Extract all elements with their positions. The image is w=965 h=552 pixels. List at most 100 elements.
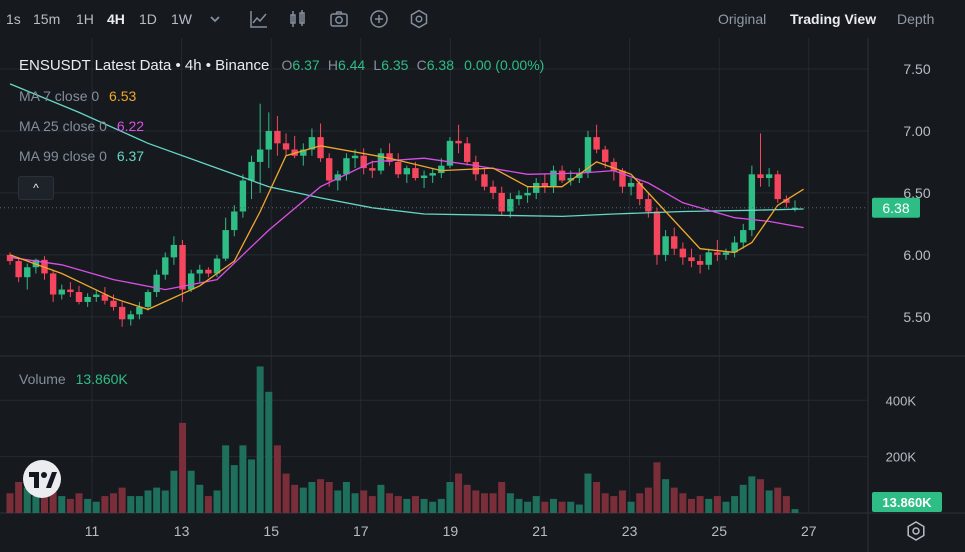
candle-body bbox=[170, 244, 178, 258]
volume-bar bbox=[6, 493, 14, 513]
candle-body bbox=[671, 236, 678, 249]
volume-bar bbox=[239, 445, 247, 513]
volume-bar bbox=[308, 482, 316, 513]
settings-icon[interactable] bbox=[905, 520, 927, 542]
volume-bar bbox=[748, 476, 756, 513]
time-tick-label: 11 bbox=[85, 523, 100, 539]
timeframe-1s[interactable]: 1s bbox=[6, 11, 21, 27]
candle-body bbox=[481, 174, 488, 187]
collapse-legend-button[interactable]: ^ bbox=[18, 176, 54, 200]
candle-body bbox=[49, 273, 57, 295]
volume-bar bbox=[567, 501, 575, 513]
time-tick-label: 19 bbox=[443, 523, 459, 539]
chart-legend: ENSUSDT Latest Data • 4h • Binance O6.37… bbox=[19, 57, 545, 74]
candle-body bbox=[6, 254, 14, 262]
candle-body bbox=[308, 137, 316, 150]
volume-bar bbox=[696, 496, 704, 513]
volume-bar bbox=[601, 493, 609, 513]
volume-bar bbox=[222, 445, 230, 513]
view-depth[interactable]: Depth bbox=[897, 11, 935, 27]
candle-body bbox=[67, 289, 74, 293]
candle-body bbox=[118, 306, 126, 320]
candle-body bbox=[567, 178, 574, 181]
volume-bar bbox=[265, 391, 273, 513]
candle-body bbox=[472, 161, 480, 175]
volume-bar bbox=[144, 490, 152, 513]
chevron-down-icon[interactable] bbox=[205, 9, 225, 29]
timeframe-15m[interactable]: 15m bbox=[33, 11, 61, 27]
candle-body bbox=[394, 161, 402, 175]
volume-bar bbox=[593, 482, 601, 513]
volume-bar bbox=[515, 498, 523, 513]
timeframe-1d[interactable]: 1D bbox=[139, 11, 157, 27]
candle-body bbox=[455, 140, 462, 144]
candle-body bbox=[162, 257, 169, 275]
timeframe-4h[interactable]: 4H bbox=[107, 11, 125, 27]
volume-bar bbox=[204, 496, 212, 513]
volume-bar bbox=[334, 490, 342, 513]
candle-body bbox=[93, 294, 100, 297]
volume-bar bbox=[41, 493, 49, 513]
volume-bar bbox=[756, 479, 764, 513]
candle-body bbox=[438, 165, 445, 174]
candle-body bbox=[325, 158, 333, 181]
last-price-tag bbox=[872, 197, 920, 218]
volume-bar bbox=[325, 482, 333, 513]
volume-bar bbox=[722, 501, 730, 513]
volume-bar bbox=[170, 470, 178, 513]
volume-bar bbox=[653, 462, 661, 513]
volume-bar bbox=[429, 501, 437, 513]
price-tick-label: 5.50 bbox=[903, 309, 930, 325]
candle-body bbox=[187, 273, 195, 290]
view-original[interactable]: Original bbox=[718, 11, 767, 27]
time-tick-label: 27 bbox=[801, 523, 817, 539]
ma25-legend: MA 25 close 0 6.22 bbox=[19, 118, 145, 134]
volume-bar bbox=[627, 501, 635, 513]
add-icon[interactable] bbox=[369, 9, 389, 29]
candle-body bbox=[446, 140, 454, 166]
volume-tick-label: 400K bbox=[886, 393, 917, 408]
candle-body bbox=[282, 143, 290, 150]
candle-body bbox=[740, 230, 747, 243]
volume-bar bbox=[213, 490, 221, 513]
candle-body bbox=[213, 258, 221, 274]
camera-icon[interactable] bbox=[329, 9, 349, 29]
indicators-icon[interactable] bbox=[288, 9, 308, 29]
chart-settings-icon[interactable] bbox=[409, 9, 429, 29]
last-price-label: 6.38 bbox=[882, 200, 909, 216]
candle-body bbox=[136, 306, 143, 315]
candle-body bbox=[144, 292, 152, 307]
candle-body bbox=[757, 174, 764, 179]
line-chart-icon[interactable] bbox=[249, 9, 269, 29]
timeframe-1h[interactable]: 1H bbox=[76, 11, 94, 27]
candle-body bbox=[75, 292, 83, 302]
volume-bar bbox=[15, 482, 23, 513]
candlestick-chart[interactable]: 7.50 7.00 6.50 6.00 5.50 400K 200K 6.38 13.860K 1… bbox=[0, 38, 965, 552]
view-trading-view[interactable]: Trading View bbox=[790, 11, 877, 27]
volume-bar bbox=[532, 496, 540, 513]
volume-bar bbox=[403, 498, 411, 513]
volume-bar bbox=[75, 493, 83, 513]
candle-body bbox=[515, 195, 523, 200]
candle-body bbox=[231, 211, 238, 231]
time-tick-label: 21 bbox=[532, 523, 548, 539]
volume-bar bbox=[342, 482, 350, 513]
candle-body bbox=[489, 186, 497, 193]
volume-bar bbox=[782, 496, 790, 513]
volume-bar bbox=[282, 473, 290, 513]
candle-body bbox=[222, 230, 229, 259]
volume-bar bbox=[230, 465, 238, 513]
candle-body bbox=[731, 242, 738, 253]
volume-bar bbox=[618, 490, 626, 513]
candle-body bbox=[239, 180, 247, 212]
volume-tick-label: 200K bbox=[886, 450, 917, 465]
candle-body bbox=[765, 174, 773, 179]
candle-body bbox=[153, 274, 160, 293]
volume-bar bbox=[58, 496, 66, 513]
volume-bar bbox=[713, 496, 721, 513]
volume-bar bbox=[256, 366, 264, 513]
chart-title: ENSUSDT Latest Data • 4h • Binance bbox=[19, 57, 270, 74]
timeframe-1w[interactable]: 1W bbox=[171, 11, 192, 27]
volume-bar bbox=[480, 493, 488, 513]
candle-body bbox=[196, 269, 203, 274]
